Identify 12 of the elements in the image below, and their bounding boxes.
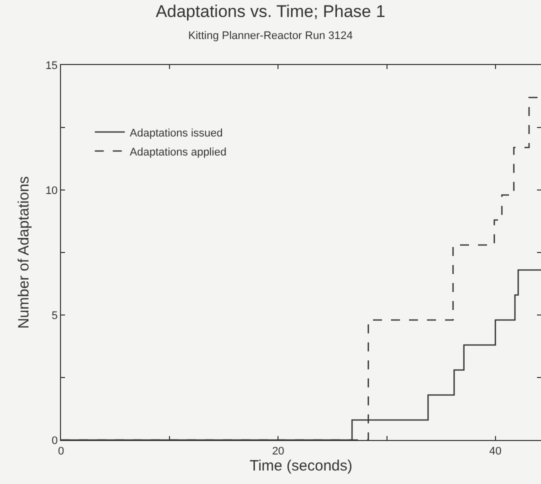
y-axis-title: Number of Adaptations — [16, 176, 33, 329]
chart-title: Adaptations vs. Time; Phase 1 — [156, 2, 386, 21]
y-tick-label: 5 — [52, 310, 58, 322]
x-tick-label: 20 — [272, 445, 284, 458]
x-tick-label: 40 — [489, 445, 502, 458]
legend-label: Adaptations applied — [130, 146, 226, 158]
legend-label: Adaptations issued — [130, 127, 223, 140]
y-tick-label: 0 — [52, 434, 58, 447]
x-axis-title: Time (seconds) — [250, 457, 352, 474]
y-tick-label: 10 — [45, 184, 58, 197]
y-tick-label: 15 — [45, 60, 58, 72]
chart-subtitle: Kitting Planner-Reactor Run 3124 — [188, 30, 353, 42]
